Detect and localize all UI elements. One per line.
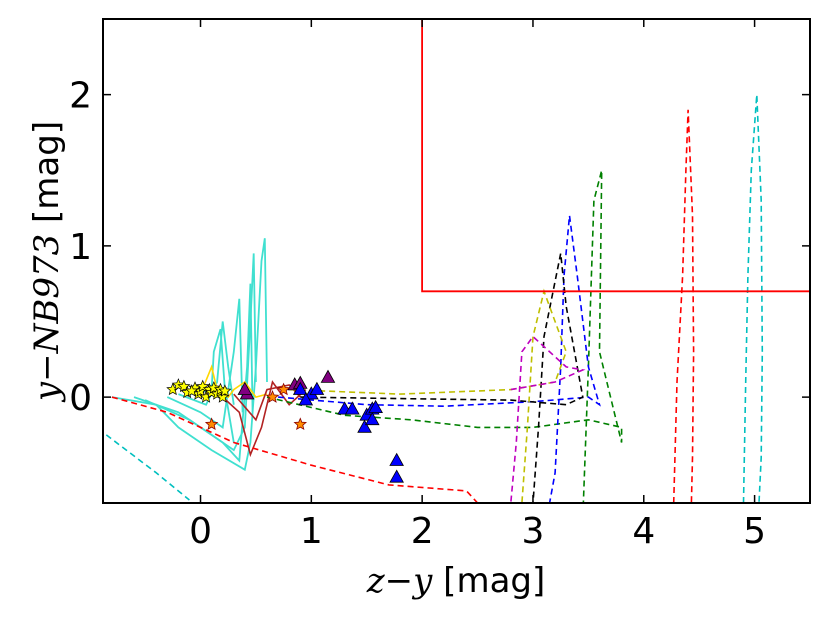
x-axis-label-var1: z xyxy=(366,561,386,601)
brown-dwarf-track-4 xyxy=(178,321,235,406)
x-tick-label-4: 4 xyxy=(632,511,655,552)
series-layer xyxy=(105,19,810,503)
y-axis-label-var1: y xyxy=(27,381,67,403)
dashed-track-8 xyxy=(510,335,586,503)
plot-frame xyxy=(102,18,811,504)
model-track-0 xyxy=(199,364,268,399)
brown-dwarf-track-2 xyxy=(144,283,254,463)
yellow-star-12 xyxy=(185,384,199,397)
blue-triangle-8 xyxy=(357,419,372,433)
x-tick-label-3: 3 xyxy=(522,511,545,552)
y-axis-label: y−NB973 [mag] xyxy=(27,121,67,403)
x-axis-label-minus: − xyxy=(385,561,414,601)
selection-box xyxy=(421,19,810,293)
orange-star-3 xyxy=(276,382,291,396)
tick-layer: 0 1 2 3 4 5 0 1 2 xyxy=(69,19,810,552)
x-axis-label-unit: [mag] xyxy=(432,561,545,601)
y-axis-label-var2: NB973 xyxy=(27,234,67,355)
y-tick-label-2: 2 xyxy=(69,76,92,117)
yellow-star-16 xyxy=(218,384,232,397)
orange-star-2 xyxy=(293,417,308,431)
brown-dwarf-track-0 xyxy=(111,238,268,472)
y-axis-label-unit: [mag] xyxy=(27,121,67,234)
blue-triangle-10 xyxy=(364,411,380,426)
x-tick-label-1: 1 xyxy=(300,511,323,552)
x-tick-label-5: 5 xyxy=(743,511,766,552)
brown-dwarf-track-1 xyxy=(133,253,257,452)
x-tick-label-0: 0 xyxy=(189,511,212,552)
x-tick-label-2: 2 xyxy=(411,511,434,552)
blue-triangle-12 xyxy=(389,469,404,483)
dashed-track-5 xyxy=(278,215,601,503)
orange-star-0 xyxy=(204,417,219,431)
y-tick-label-1: 1 xyxy=(69,227,92,268)
dashed-track-2 xyxy=(111,396,479,503)
blue-triangle-3 xyxy=(298,392,314,406)
model-track-1 xyxy=(222,380,307,458)
x-axis-label: z−y [mag] xyxy=(366,561,546,601)
dashed-track-7 xyxy=(289,288,568,503)
dashed-track-3 xyxy=(672,109,695,503)
dashed-track-0 xyxy=(105,434,190,501)
purple-triangle-2 xyxy=(320,369,336,383)
blue-triangle-9 xyxy=(368,399,383,414)
blue-triangle-5 xyxy=(345,401,360,415)
blue-triangle-0 xyxy=(292,381,308,395)
dashed-track-6 xyxy=(300,253,584,503)
marker-layer xyxy=(166,369,404,483)
purple-triangle-4 xyxy=(237,381,253,395)
blue-triangle-11 xyxy=(389,452,404,466)
y-axis-label-minus: − xyxy=(27,353,67,382)
orange-star-1 xyxy=(265,390,280,403)
blue-triangle-2 xyxy=(309,381,325,395)
x-axis-label-var2: y xyxy=(411,561,433,601)
y-tick-label-0: 0 xyxy=(69,378,92,419)
